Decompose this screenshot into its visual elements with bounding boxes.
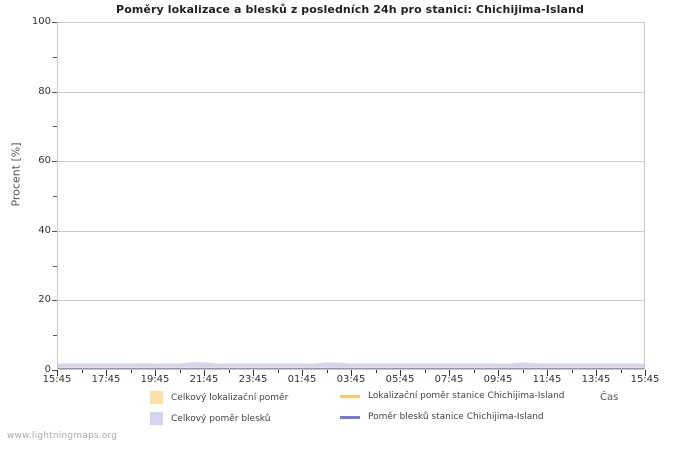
x-tick-mark [106, 370, 107, 376]
x-tick-mark-minor [522, 370, 524, 373]
x-tick-mark-minor [81, 370, 83, 373]
y-tick-label: 100 [31, 16, 51, 27]
y-tick-mark-minor [53, 335, 58, 337]
legend-item[interactable]: Poměr blesků stanice Chichijima-Island [340, 412, 544, 422]
x-tick-mark [596, 370, 597, 376]
x-tick-mark [253, 370, 254, 376]
x-tick-mark-minor [277, 370, 279, 373]
gridline [58, 300, 644, 302]
x-tick-mark-minor [571, 370, 573, 373]
x-tick-mark [400, 370, 401, 376]
legend-label: Lokalizační poměr stanice Chichijima-Isl… [368, 391, 565, 401]
legend-item[interactable]: Celkový lokalizační poměr [150, 391, 288, 404]
chart-title: Poměry lokalizace a blesků z posledních … [116, 3, 584, 16]
legend-swatch-icon [150, 391, 163, 404]
y-tick-mark [52, 370, 58, 371]
x-tick-label: 07:45 [434, 374, 464, 385]
y-tick-mark [52, 91, 58, 93]
x-tick-mark-minor [179, 370, 181, 373]
y-tick-mark [52, 161, 58, 163]
x-tick-mark [302, 370, 303, 376]
x-tick-mark-minor [620, 370, 622, 373]
y-tick-mark-minor [53, 265, 58, 267]
x-tick-label: 11:45 [532, 374, 562, 385]
x-tick-label: 13:45 [581, 374, 611, 385]
x-tick-label: 05:45 [385, 374, 415, 385]
x-tick-mark-minor [228, 370, 230, 373]
x-tick-mark [498, 370, 499, 376]
gridline [58, 161, 644, 163]
y-tick-mark [52, 22, 58, 23]
legend-swatch-icon [150, 412, 163, 425]
gridline [58, 230, 644, 232]
x-axis-label: Čas [600, 392, 619, 403]
x-tick-mark [351, 370, 352, 376]
x-tick-label: 21:45 [189, 374, 219, 385]
legend-item[interactable]: Lokalizační poměr stanice Chichijima-Isl… [340, 391, 565, 401]
x-tick-mark-minor [473, 370, 475, 373]
y-tick-label: 40 [38, 224, 51, 236]
x-tick-mark-minor [130, 370, 132, 373]
x-tick-mark [155, 370, 156, 376]
legend-label: Celkový lokalizační poměr [171, 392, 289, 403]
y-tick-mark [52, 230, 58, 232]
x-tick-label: 09:45 [483, 374, 513, 385]
legend-line-icon [340, 394, 360, 398]
x-tick-mark [645, 370, 646, 376]
plot-area [57, 22, 645, 370]
y-tick-label: 20 [38, 294, 51, 306]
legend-item[interactable]: Celkový poměr blesků [150, 412, 270, 425]
series-layer [58, 362, 644, 369]
gridline [58, 91, 644, 93]
x-tick-mark [449, 370, 450, 376]
x-tick-mark-minor [326, 370, 328, 373]
y-tick-mark [52, 300, 58, 302]
legend-label: Poměr blesků stanice Chichijima-Island [368, 412, 544, 422]
x-tick-label: 17:45 [91, 374, 121, 385]
y-tick-label: 60 [38, 155, 51, 167]
y-axis-label: Procent [%] [9, 142, 23, 207]
x-tick-mark-minor [424, 370, 426, 373]
y-tick-mark-minor [53, 196, 58, 197]
y-tick-label: 0 [44, 364, 51, 375]
x-tick-label: 19:45 [140, 374, 170, 385]
y-tick-label: 80 [38, 85, 51, 97]
legend-label: Celkový poměr blesků [171, 413, 271, 424]
x-tick-mark-minor [375, 370, 377, 373]
y-tick-mark-minor [53, 126, 58, 128]
x-tick-mark [547, 370, 548, 376]
y-tick-mark-minor [53, 56, 58, 58]
legend-line-icon [340, 415, 360, 419]
x-tick-label: 03:45 [336, 374, 366, 385]
watermark: www.lightningmaps.org [7, 431, 118, 441]
x-tick-label: 15:45 [630, 374, 660, 385]
x-tick-mark [204, 370, 205, 376]
x-tick-label: 01:45 [287, 374, 317, 385]
x-tick-label: 23:45 [238, 374, 268, 385]
x-tick-mark [57, 370, 58, 376]
x-tick-label: 15:45 [42, 374, 72, 385]
